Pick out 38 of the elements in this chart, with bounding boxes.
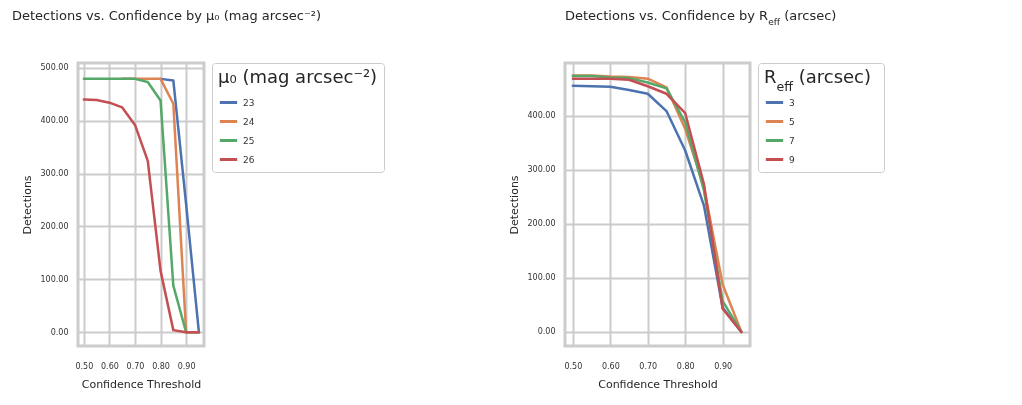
chart-title: Detections vs. Confidence by μ₀ (mag arcsec⁻²) [12, 7, 322, 23]
y-tick-label: 300.00 [527, 165, 556, 175]
legend-label: 3 [789, 97, 795, 108]
x-axis-title: Confidence Threshold [598, 377, 718, 391]
x-tick-label: 0.70 [639, 361, 658, 371]
y-tick-label: 500.00 [40, 63, 69, 73]
legend-label: 26 [243, 154, 255, 165]
x-tick-label: 0.60 [601, 361, 620, 371]
legend-label: 7 [789, 135, 795, 146]
x-tick-label: 0.50 [75, 361, 94, 371]
x-tick-label: 0.50 [564, 361, 583, 371]
y-tick-label: 400.00 [527, 111, 556, 121]
x-tick-label: 0.90 [177, 361, 196, 371]
legend-title: R$_{eff}$ (arcsec) [764, 66, 871, 94]
x-axis-title: Confidence Threshold [81, 377, 202, 391]
y-tick-label: 0.00 [537, 327, 556, 337]
y-tick-label: 0.00 [50, 327, 69, 337]
legend-label: 5 [789, 116, 795, 127]
chart-title: Detections vs. Confidence by R$_{eff}$ (arcsec) [565, 7, 837, 27]
y-tick-label: 100.00 [527, 273, 556, 283]
legend-label: 25 [243, 135, 255, 146]
legend-label: 9 [789, 154, 795, 165]
legend-label: 24 [243, 116, 255, 127]
y-axis-title: Detections [507, 175, 521, 235]
x-tick-label: 0.60 [101, 361, 119, 371]
y-tick-label: 300.00 [40, 169, 69, 179]
legend-label: 23 [243, 97, 255, 108]
y-tick-label: 400.00 [40, 116, 69, 126]
y-tick-label: 200.00 [40, 221, 69, 231]
x-tick-label: 0.80 [152, 361, 170, 371]
x-tick-label: 0.70 [126, 361, 145, 371]
y-axis-title: Detections [20, 175, 34, 235]
legend-title: μ₀ (mag arcsec⁻²) [218, 66, 378, 87]
x-tick-label: 0.80 [676, 361, 695, 371]
y-tick-label: 100.00 [40, 274, 69, 284]
x-tick-label: 0.90 [714, 361, 733, 371]
y-tick-label: 200.00 [527, 219, 556, 229]
line-series [159, 77, 201, 334]
